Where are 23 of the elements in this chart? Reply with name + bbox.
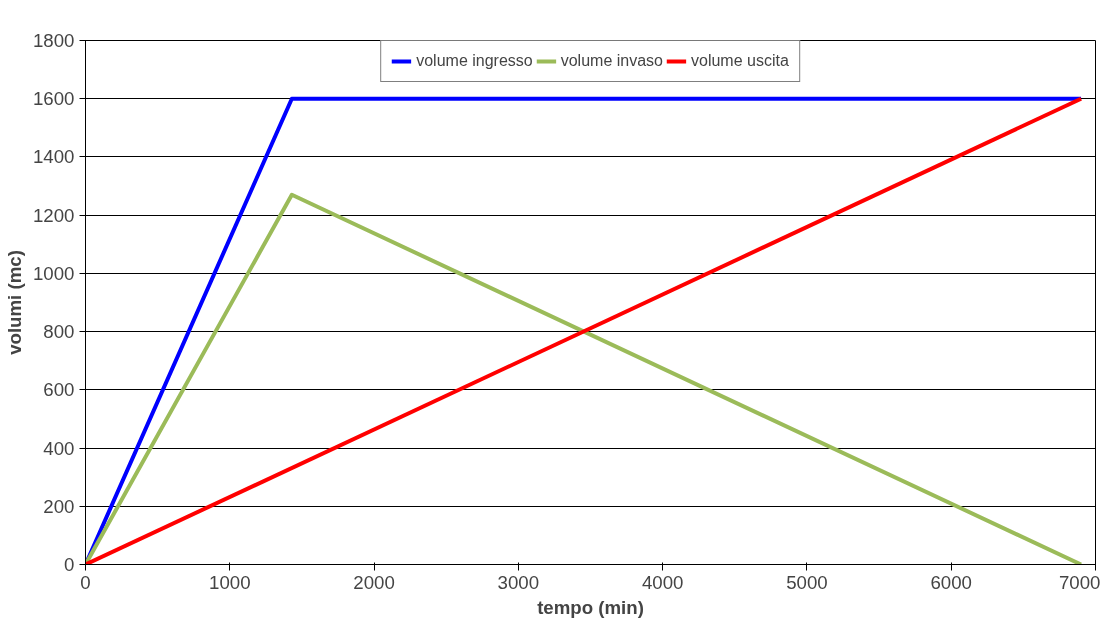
x-tick-label: 5000: [786, 571, 828, 593]
y-tick-label: 400: [43, 437, 75, 459]
y-tick-label: 1600: [33, 88, 75, 110]
y-tick-label: 1800: [33, 30, 75, 51]
x-axis-title: tempo (min): [537, 596, 644, 618]
x-tick-label: 3000: [497, 571, 540, 593]
y-tick-label: 800: [43, 321, 75, 343]
x-tick-label: 0: [80, 571, 91, 593]
x-tick-label: 7000: [1059, 571, 1101, 593]
y-tick-label: 1200: [33, 204, 75, 226]
y-tick-label: 0: [64, 554, 75, 575]
y-axis-title: volumi (mc): [4, 250, 25, 355]
x-tick-label: 6000: [930, 571, 972, 593]
x-tick-label: 2000: [353, 571, 395, 593]
x-tick-label: 4000: [641, 571, 684, 593]
legend-label: volume uscita: [690, 52, 789, 70]
y-tick-label: 1000: [33, 262, 75, 284]
legend-label: volume ingresso: [416, 52, 533, 70]
y-tick-label: 200: [43, 495, 75, 517]
x-tick-label: 1000: [209, 571, 251, 593]
y-tick-label: 600: [43, 379, 75, 401]
y-tick-label: 1400: [33, 146, 75, 168]
legend-label: volume invaso: [560, 52, 663, 70]
